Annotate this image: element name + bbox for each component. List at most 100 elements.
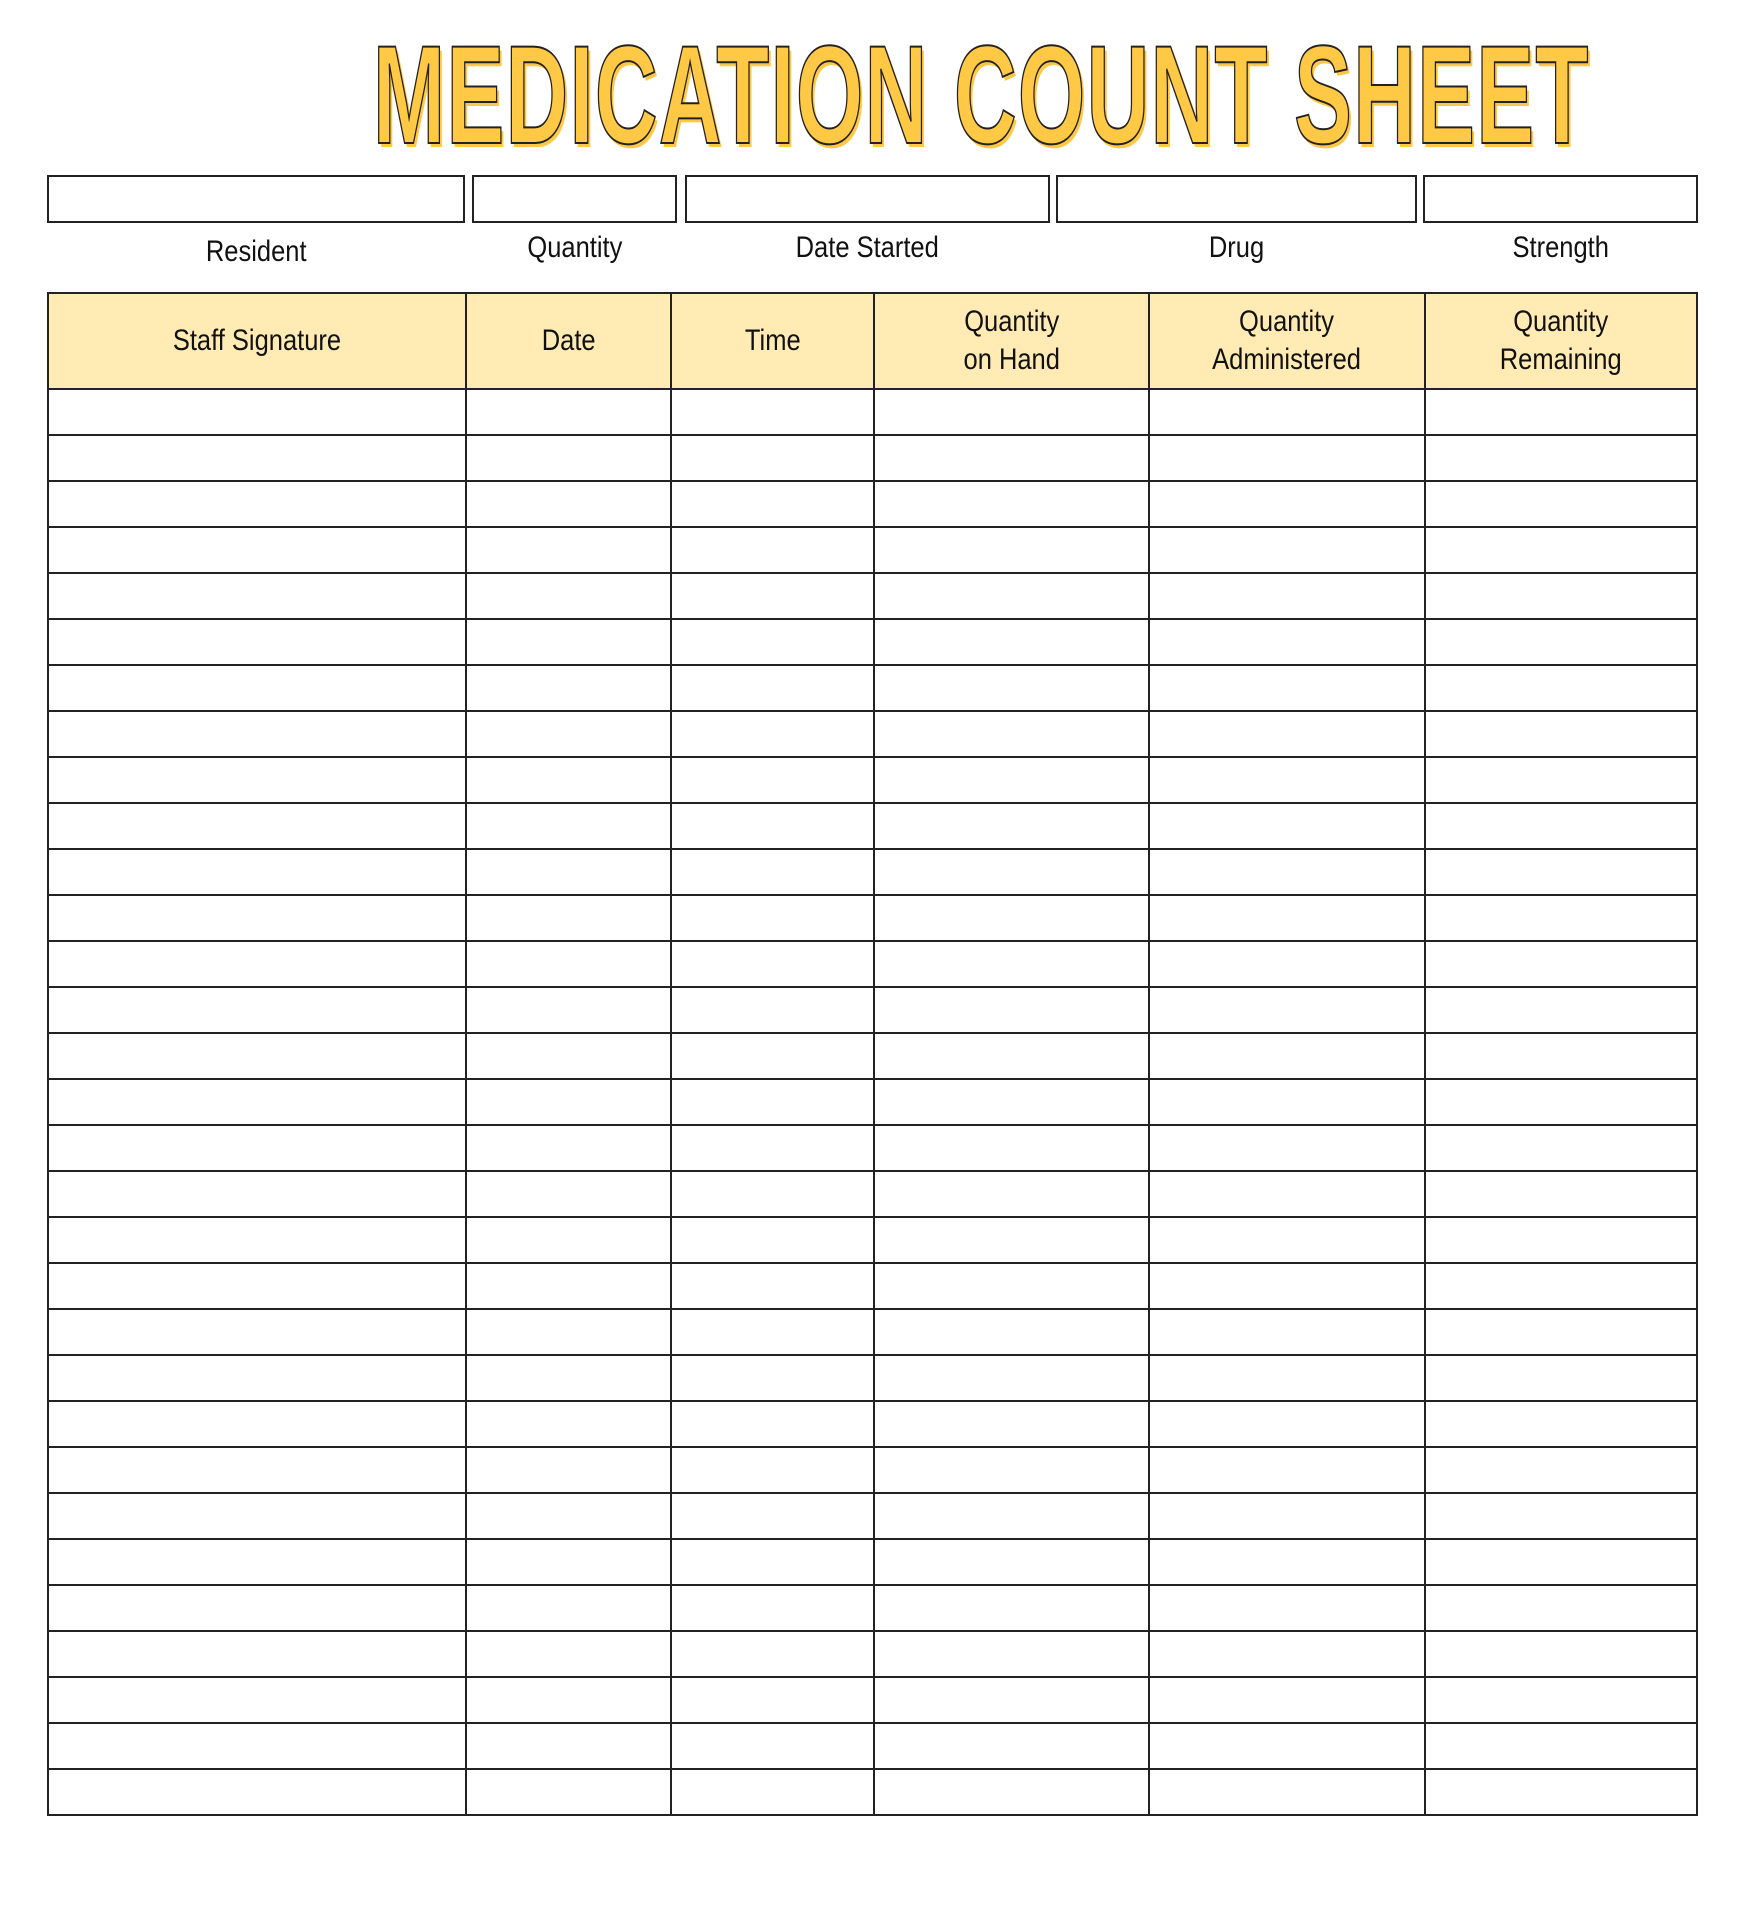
quantity-on-hand-cell[interactable] xyxy=(873,1400,1150,1448)
quantity-on-hand-cell[interactable] xyxy=(873,1170,1150,1218)
date-cell[interactable] xyxy=(465,986,672,1034)
quantity-remaining-cell[interactable] xyxy=(1424,1768,1696,1814)
quantity-on-hand-cell[interactable] xyxy=(873,1446,1150,1494)
time-cell[interactable] xyxy=(670,1722,875,1770)
staff-signature-cell[interactable] xyxy=(49,802,467,850)
quantity-on-hand-cell[interactable] xyxy=(873,618,1150,666)
staff-signature-cell[interactable] xyxy=(49,1492,467,1540)
quantity-remaining-cell[interactable] xyxy=(1424,480,1696,528)
quantity-on-hand-cell[interactable] xyxy=(873,1584,1150,1632)
quantity-remaining-cell[interactable] xyxy=(1424,572,1696,620)
quantity-administered-cell[interactable] xyxy=(1148,940,1426,988)
quantity-administered-cell[interactable] xyxy=(1148,1032,1426,1080)
time-cell[interactable] xyxy=(670,434,875,482)
quantity-remaining-cell[interactable] xyxy=(1424,1630,1696,1678)
quantity-administered-cell[interactable] xyxy=(1148,526,1426,574)
staff-signature-cell[interactable] xyxy=(49,434,467,482)
staff-signature-cell[interactable] xyxy=(49,848,467,896)
quantity-remaining-cell[interactable] xyxy=(1424,1584,1696,1632)
date-cell[interactable] xyxy=(465,940,672,988)
date-cell[interactable] xyxy=(465,1308,672,1356)
time-cell[interactable] xyxy=(670,802,875,850)
quantity-remaining-cell[interactable] xyxy=(1424,940,1696,988)
date-cell[interactable] xyxy=(465,1400,672,1448)
quantity-administered-cell[interactable] xyxy=(1148,434,1426,482)
staff-signature-cell[interactable] xyxy=(49,1584,467,1632)
quantity-administered-cell[interactable] xyxy=(1148,1354,1426,1402)
quantity-administered-cell[interactable] xyxy=(1148,388,1426,436)
quantity-administered-cell[interactable] xyxy=(1148,1308,1426,1356)
time-cell[interactable] xyxy=(670,1216,875,1264)
date-cell[interactable] xyxy=(465,756,672,804)
date-cell[interactable] xyxy=(465,572,672,620)
staff-signature-cell[interactable] xyxy=(49,618,467,666)
time-cell[interactable] xyxy=(670,1170,875,1218)
time-cell[interactable] xyxy=(670,1768,875,1814)
date-cell[interactable] xyxy=(465,526,672,574)
quantity-remaining-cell[interactable] xyxy=(1424,1446,1696,1494)
quantity-administered-cell[interactable] xyxy=(1148,480,1426,528)
date-cell[interactable] xyxy=(465,710,672,758)
date-cell[interactable] xyxy=(465,664,672,712)
quantity-administered-cell[interactable] xyxy=(1148,1216,1426,1264)
staff-signature-cell[interactable] xyxy=(49,1538,467,1586)
date-cell[interactable] xyxy=(465,1584,672,1632)
date-cell[interactable] xyxy=(465,848,672,896)
quantity-remaining-cell[interactable] xyxy=(1424,526,1696,574)
time-cell[interactable] xyxy=(670,894,875,942)
time-cell[interactable] xyxy=(670,1538,875,1586)
quantity-on-hand-cell[interactable] xyxy=(873,664,1150,712)
quantity-remaining-cell[interactable] xyxy=(1424,986,1696,1034)
quantity-remaining-cell[interactable] xyxy=(1424,1400,1696,1448)
time-cell[interactable] xyxy=(670,986,875,1034)
date-cell[interactable] xyxy=(465,894,672,942)
quantity-remaining-cell[interactable] xyxy=(1424,1262,1696,1310)
staff-signature-cell[interactable] xyxy=(49,1768,467,1814)
quantity-on-hand-cell[interactable] xyxy=(873,848,1150,896)
time-cell[interactable] xyxy=(670,1630,875,1678)
drug-field[interactable] xyxy=(1056,175,1417,223)
time-cell[interactable] xyxy=(670,1262,875,1310)
time-cell[interactable] xyxy=(670,848,875,896)
quantity-on-hand-cell[interactable] xyxy=(873,894,1150,942)
date-cell[interactable] xyxy=(465,1216,672,1264)
staff-signature-cell[interactable] xyxy=(49,940,467,988)
time-cell[interactable] xyxy=(670,1308,875,1356)
quantity-administered-cell[interactable] xyxy=(1148,894,1426,942)
time-cell[interactable] xyxy=(670,572,875,620)
date-cell[interactable] xyxy=(465,802,672,850)
quantity-on-hand-cell[interactable] xyxy=(873,802,1150,850)
time-cell[interactable] xyxy=(670,664,875,712)
date-cell[interactable] xyxy=(465,1124,672,1172)
staff-signature-cell[interactable] xyxy=(49,1722,467,1770)
date-cell[interactable] xyxy=(465,1768,672,1814)
staff-signature-cell[interactable] xyxy=(49,1446,467,1494)
date-cell[interactable] xyxy=(465,1354,672,1402)
staff-signature-cell[interactable] xyxy=(49,710,467,758)
time-cell[interactable] xyxy=(670,1032,875,1080)
time-cell[interactable] xyxy=(670,480,875,528)
quantity-administered-cell[interactable] xyxy=(1148,986,1426,1034)
quantity-on-hand-cell[interactable] xyxy=(873,940,1150,988)
quantity-administered-cell[interactable] xyxy=(1148,710,1426,758)
quantity-remaining-cell[interactable] xyxy=(1424,1492,1696,1540)
quantity-administered-cell[interactable] xyxy=(1148,1446,1426,1494)
quantity-remaining-cell[interactable] xyxy=(1424,848,1696,896)
staff-signature-cell[interactable] xyxy=(49,1308,467,1356)
quantity-administered-cell[interactable] xyxy=(1148,1170,1426,1218)
quantity-administered-cell[interactable] xyxy=(1148,756,1426,804)
quantity-remaining-cell[interactable] xyxy=(1424,1354,1696,1402)
quantity-remaining-cell[interactable] xyxy=(1424,1170,1696,1218)
time-cell[interactable] xyxy=(670,756,875,804)
date-cell[interactable] xyxy=(465,1262,672,1310)
staff-signature-cell[interactable] xyxy=(49,1216,467,1264)
date-cell[interactable] xyxy=(465,1630,672,1678)
date-cell[interactable] xyxy=(465,1722,672,1770)
quantity-remaining-cell[interactable] xyxy=(1424,434,1696,482)
quantity-on-hand-cell[interactable] xyxy=(873,1032,1150,1080)
quantity-remaining-cell[interactable] xyxy=(1424,1124,1696,1172)
quantity-administered-cell[interactable] xyxy=(1148,1078,1426,1126)
time-cell[interactable] xyxy=(670,940,875,988)
date-cell[interactable] xyxy=(465,1538,672,1586)
quantity-remaining-cell[interactable] xyxy=(1424,1078,1696,1126)
